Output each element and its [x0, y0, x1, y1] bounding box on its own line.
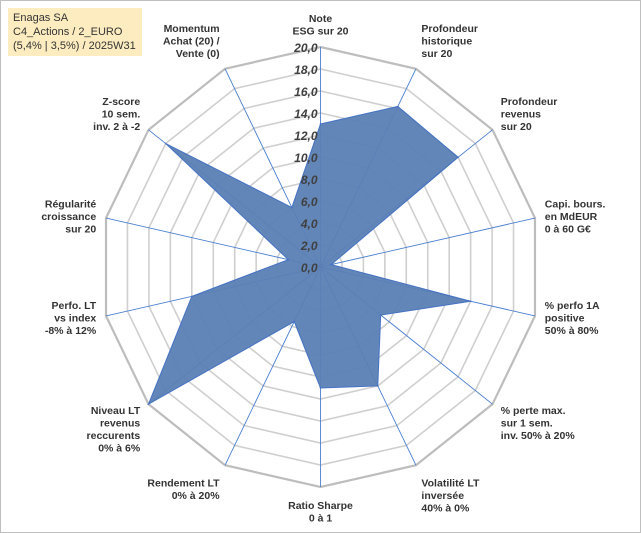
axis-label-line: inv. 2 à -2 [93, 121, 140, 133]
axis-label-line: revenus [100, 418, 140, 430]
axis-label-line: sur 1 sem. [501, 418, 553, 430]
chart-title-box: Enagas SA C4_Actions / 2_EURO (5,4% | 3,… [8, 8, 142, 56]
tick-label: 0,0 [301, 261, 318, 275]
tick-label: 6,0 [301, 195, 318, 209]
axis-label-line: historique [421, 36, 472, 48]
axis-label: % perte max.sur 1 sem.inv. 50% à 20% [501, 405, 576, 442]
axis-label-line: 0% à 20% [172, 490, 221, 502]
axis-label-line: % perfo 1A [545, 300, 600, 312]
axis-label-line: 40% à 0% [421, 502, 470, 514]
tick-label: 4,0 [300, 217, 318, 231]
radar-tick-labels: 0,0 2,0 4,0 6,0 8,0 10,0 12,0 14,0 16,0 18,0 20,0 [293, 41, 318, 275]
tick-label: 18,0 [294, 63, 318, 77]
axis-label-line: Z-score [102, 96, 140, 108]
tick-label: 20,0 [293, 41, 318, 55]
data-point [287, 258, 290, 261]
data-point [319, 123, 322, 125]
axis-label-line: reccurents [87, 430, 141, 442]
axis-label-line: en MdEUR [545, 211, 598, 223]
title-line-period: (5,4% | 3,5%) / 2025W31 [13, 40, 136, 52]
axis-label: Rendement LT0% à 20% [147, 477, 220, 502]
axis-label-line: Achat (20) / [163, 36, 220, 48]
axis-label-line: Régularité [45, 199, 97, 211]
radar-series [147, 105, 472, 406]
data-point [330, 263, 333, 266]
data-point [291, 206, 293, 209]
axis-label-line: 50% à 80% [545, 325, 599, 337]
axis-label-line: ESG sur 20 [292, 26, 348, 38]
axis-label-line: Volatilité LT [421, 477, 480, 489]
axis-label-line: % perte max. [501, 405, 566, 417]
axis-label-line: Capi. bours. [545, 199, 606, 211]
axis-label-line: Vente (0) [176, 48, 220, 60]
data-point [293, 320, 296, 323]
tick-label: 16,0 [294, 85, 318, 99]
axis-spoke [320, 217, 536, 268]
axis-label-line: Niveau LT [91, 405, 141, 417]
data-point [457, 156, 459, 159]
data-point [376, 385, 379, 387]
axis-label-line: sur 20 [421, 48, 452, 60]
data-point [164, 142, 167, 145]
data-point [397, 105, 399, 108]
axis-label-line: Profondeur [501, 96, 558, 108]
axis-label-line: Note [309, 13, 332, 25]
axis-label-line: 0% à 6% [98, 443, 141, 455]
axis-label-line: sur 20 [65, 224, 96, 236]
data-point [469, 300, 472, 303]
axis-label-line: Perfo. LT [51, 300, 96, 312]
data-point [379, 314, 382, 316]
axis-label-line: -8% à 12% [45, 325, 97, 337]
axis-label-line: positive [545, 312, 585, 324]
tick-label: 8,0 [301, 173, 318, 187]
axis-label-line: Profondeur [421, 23, 478, 35]
tick-label: 14,0 [294, 107, 318, 121]
data-point [319, 387, 322, 389]
axis-label-line: vs index [54, 312, 96, 324]
axis-label-line: Ratio Sharpe [288, 500, 353, 512]
data-point [147, 403, 150, 405]
axis-label-line: inversée [421, 490, 464, 502]
data-point [191, 295, 193, 298]
axis-label-line: revenus [501, 108, 541, 120]
axis-label-line: croissance [41, 211, 96, 223]
tick-label: 12,0 [294, 129, 318, 143]
title-line-category: C4_Actions / 2_EURO [13, 26, 123, 38]
axis-label-line: 0 à 60 G€ [545, 224, 591, 236]
axis-label-line: Momentum [164, 23, 220, 35]
axis-label-line: inv. 50% à 20% [501, 430, 576, 442]
axis-spoke [105, 217, 321, 268]
axis-label-line: Rendement LT [147, 477, 220, 489]
axis-label-line: 0 à 1 [309, 513, 333, 525]
axis-label-line: 10 sem. [102, 108, 141, 120]
tick-label: 2,0 [300, 239, 318, 253]
title-line-company: Enagas SA [13, 12, 69, 24]
axis-label-line: sur 20 [501, 121, 532, 133]
tick-label: 10,0 [294, 151, 318, 165]
